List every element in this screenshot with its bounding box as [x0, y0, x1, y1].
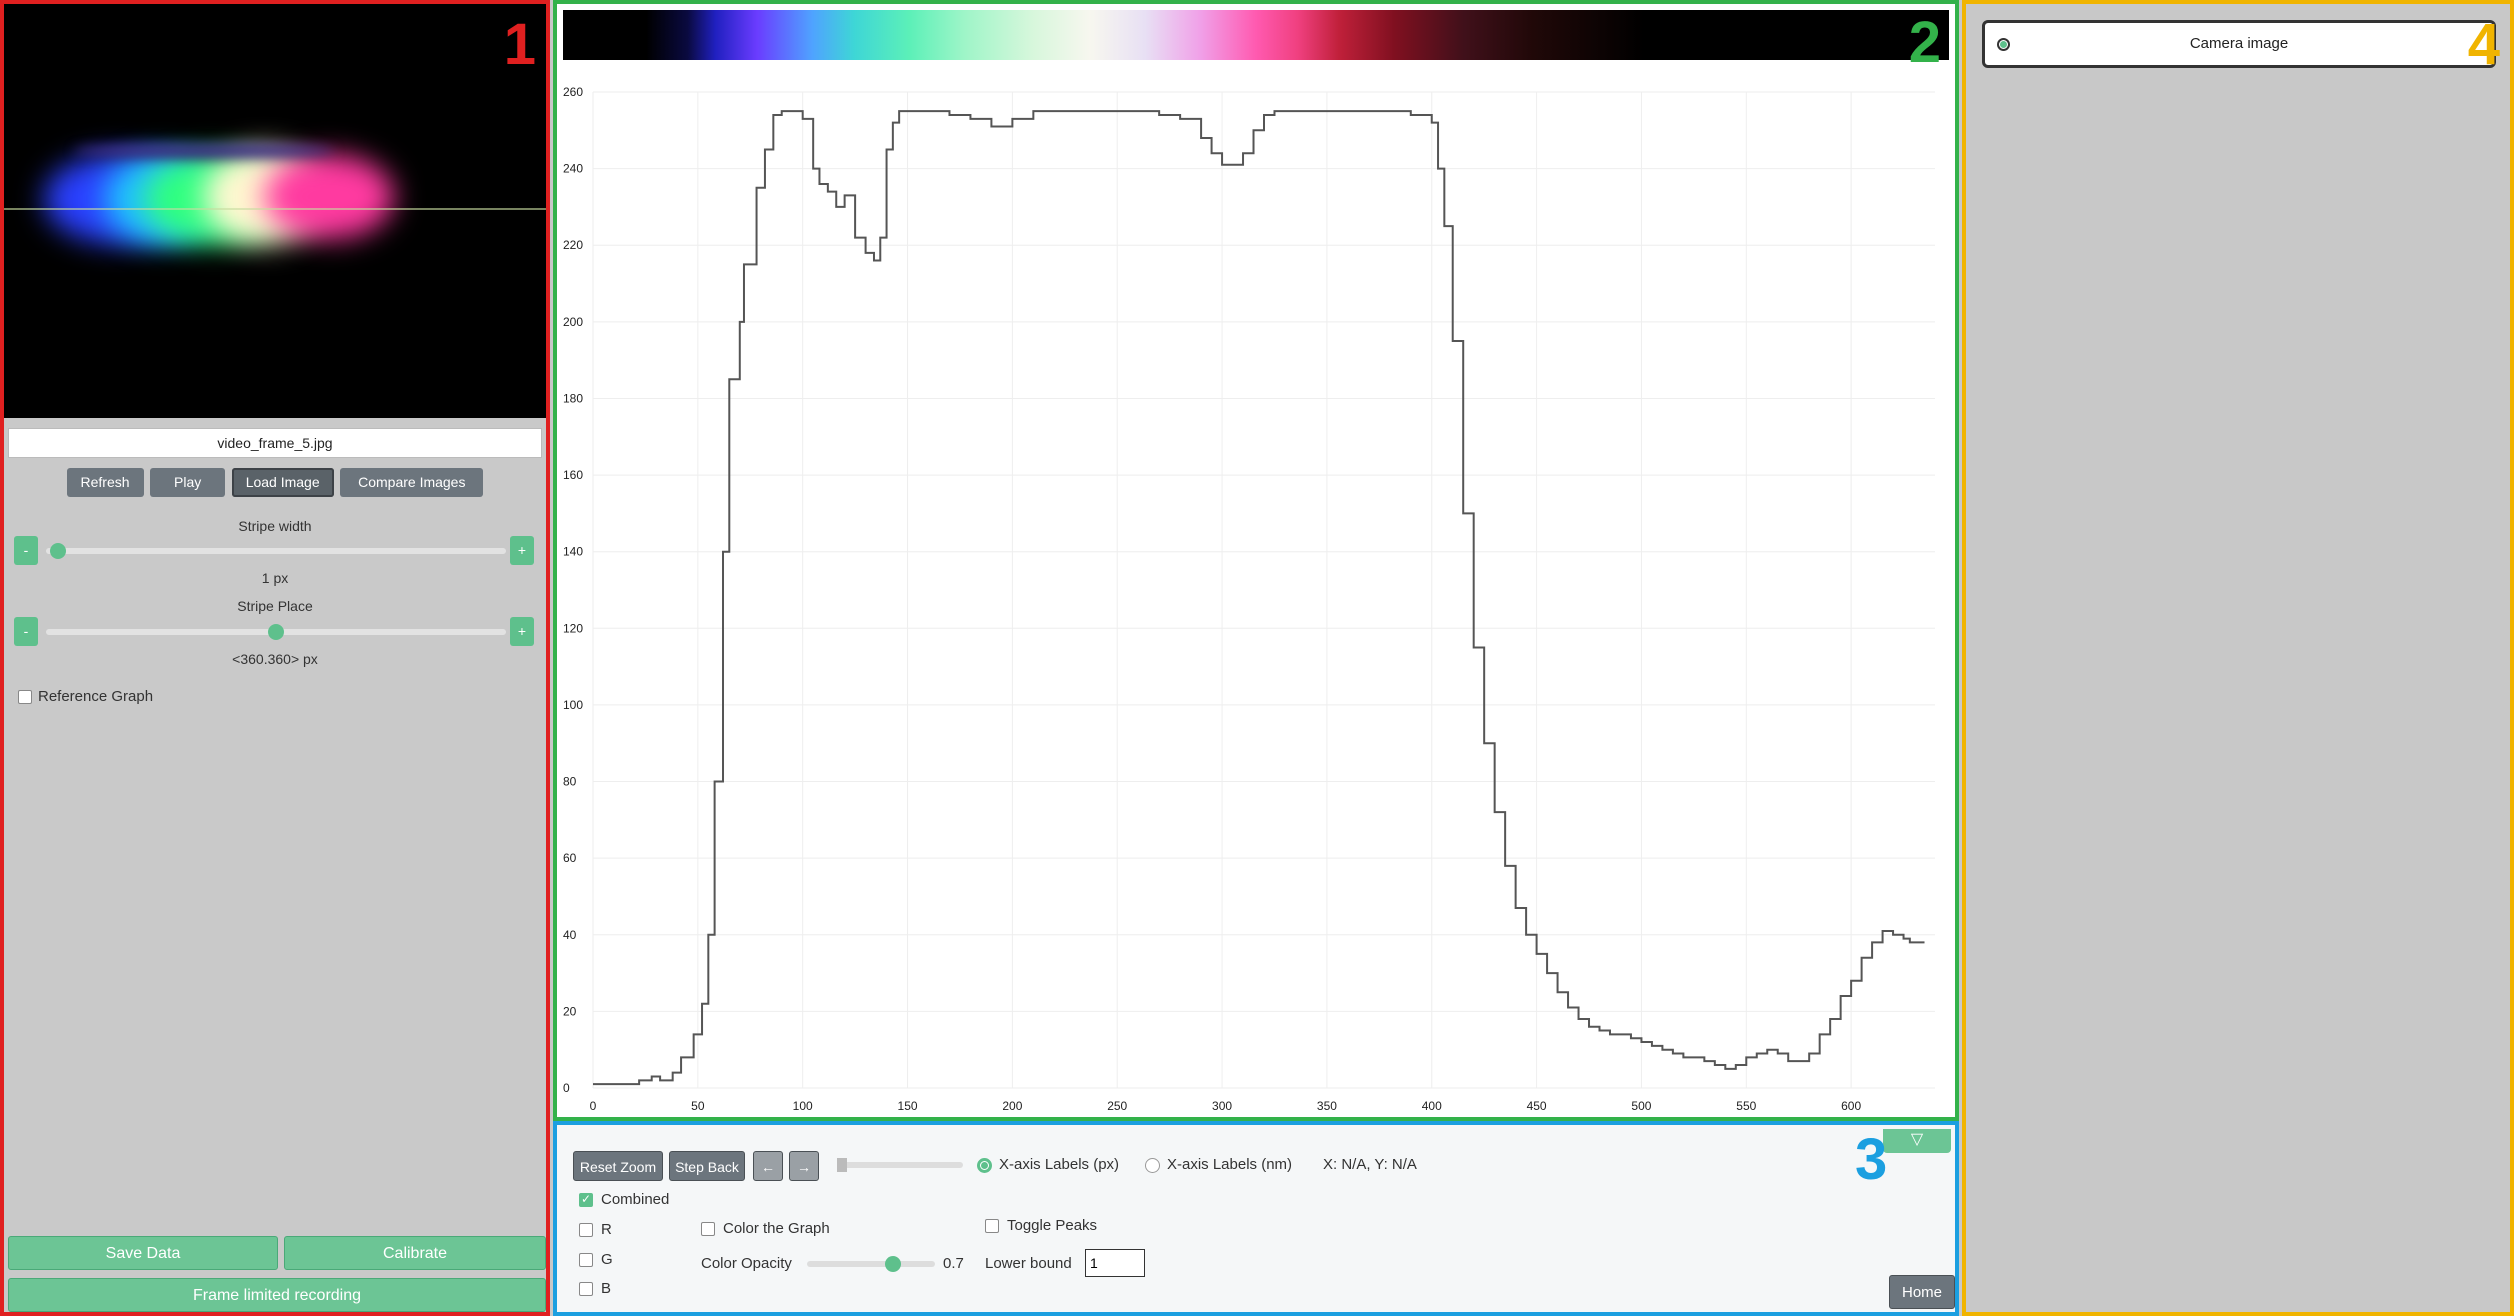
filename-field: video_frame_5.jpg: [8, 428, 542, 458]
panel-number-4: 4: [2467, 12, 2500, 77]
stripe-place-slider-handle[interactable]: [268, 624, 284, 640]
stripe-place-minus-button[interactable]: -: [14, 617, 38, 646]
y-tick-label: 260: [563, 85, 583, 99]
x-tick-label: 100: [793, 1099, 813, 1113]
camera-image-toggle[interactable]: Camera image: [1982, 20, 2496, 68]
x-tick-label: 250: [1107, 1099, 1127, 1113]
x-tick-label: 450: [1527, 1099, 1547, 1113]
panel-number-2: 2: [1908, 10, 1941, 75]
stripe-line: [4, 208, 546, 210]
y-tick-label: 140: [563, 545, 583, 559]
panel-number-1: 1: [503, 12, 536, 77]
controls-panel: Reset Zoom Step Back ← → X-axis Labels (…: [553, 1121, 1959, 1316]
x-tick-label: 200: [1002, 1099, 1022, 1113]
y-tick-label: 160: [563, 468, 583, 482]
lower-bound-input[interactable]: 1: [1085, 1249, 1145, 1277]
camera-image-label: Camera image: [2189, 35, 2289, 52]
reference-graph-checkbox[interactable]: [18, 690, 32, 704]
b-label: B: [601, 1280, 612, 1297]
r-label: R: [601, 1221, 612, 1238]
y-axis-ticks: 0 20 40 60 80 100 120 140 160 180 200 220 240 260: [563, 85, 583, 1095]
x-tick-label: 150: [898, 1099, 918, 1113]
play-button[interactable]: Play: [150, 468, 226, 497]
stripe-place-label: Stripe Place: [237, 598, 313, 614]
home-button[interactable]: Home: [1889, 1275, 1955, 1309]
y-tick-label: 100: [563, 698, 583, 712]
color-the-graph-label: Color the Graph: [723, 1220, 830, 1237]
y-tick-label: 0: [563, 1081, 570, 1095]
stripe-width-label: Stripe width: [238, 518, 312, 534]
toggle-peaks-checkbox[interactable]: [985, 1219, 999, 1233]
load-image-button[interactable]: Load Image: [231, 468, 334, 497]
reset-zoom-button[interactable]: Reset Zoom: [573, 1151, 663, 1181]
compare-images-button[interactable]: Compare Images: [340, 468, 484, 497]
combined-label: Combined: [601, 1191, 670, 1208]
stripe-width-slider-handle[interactable]: [50, 543, 67, 559]
refresh-button[interactable]: Refresh: [66, 468, 144, 497]
camera-image-radio[interactable]: [1997, 38, 2010, 51]
lower-bound-label: Lower bound: [985, 1255, 1072, 1272]
stripe-place-value: <360.360> px: [232, 651, 318, 667]
stripe-width-plus-button[interactable]: +: [510, 536, 534, 565]
stripe-width-value: 1 px: [261, 570, 289, 586]
arrow-left-button[interactable]: ←: [753, 1151, 783, 1181]
step-back-button[interactable]: Step Back: [669, 1151, 745, 1181]
y-tick-label: 120: [563, 621, 583, 635]
series-line: [593, 110, 1925, 1086]
stripe-width-slider[interactable]: [46, 548, 506, 554]
x-tick-label: 400: [1422, 1099, 1442, 1113]
xaxis-nm-radio[interactable]: [1145, 1158, 1160, 1173]
panel-number-3: 3: [1855, 1127, 1888, 1192]
graph-panel: 0 20 40 60 80 100 120 140 160 180 200 220 240 260 0 50…: [553, 0, 1959, 1121]
arrow-right-button[interactable]: →: [789, 1151, 819, 1181]
xaxis-px-label: X-axis Labels (px): [999, 1156, 1120, 1173]
color-opacity-slider[interactable]: [807, 1261, 935, 1267]
chart-grid: [592, 91, 1935, 1089]
step-slider[interactable]: [837, 1162, 963, 1168]
x-tick-label: 50: [691, 1099, 705, 1113]
xaxis-px-radio[interactable]: [977, 1158, 992, 1173]
xaxis-nm-label: X-axis Labels (nm): [1167, 1156, 1293, 1173]
color-the-graph-checkbox[interactable]: [701, 1222, 715, 1236]
g-label: G: [601, 1251, 613, 1268]
camera-preview: [4, 4, 546, 418]
calibrate-button[interactable]: Calibrate: [284, 1236, 546, 1270]
stripe-place-plus-button[interactable]: +: [510, 617, 534, 646]
save-data-button[interactable]: Save Data: [8, 1236, 278, 1270]
chevron-down-icon: ▽: [1910, 1131, 1924, 1148]
color-opacity-value: 0.7: [943, 1255, 964, 1272]
spectrum-color-bar: [563, 10, 1949, 60]
collapse-toggle-button[interactable]: ▽: [1883, 1129, 1951, 1153]
stripe-width-minus-button[interactable]: -: [14, 536, 38, 565]
combined-checkbox[interactable]: [579, 1192, 593, 1207]
y-tick-label: 20: [563, 1004, 577, 1018]
color-opacity-slider-handle[interactable]: [885, 1256, 902, 1272]
x-tick-label: 300: [1212, 1099, 1232, 1113]
reference-graph-label: Reference Graph: [38, 688, 154, 705]
y-tick-label: 200: [563, 315, 583, 329]
toggle-peaks-label: Toggle Peaks: [1007, 1217, 1098, 1234]
y-tick-label: 60: [563, 851, 577, 865]
x-tick-label: 600: [1841, 1099, 1861, 1113]
x-axis-ticks: 0 50 100 150 200 250 300 350 400 450 500 550 600: [590, 1099, 1862, 1113]
spectrum-chart[interactable]: 0 20 40 60 80 100 120 140 160 180 200 220 240 260 0 50…: [557, 64, 1955, 1117]
x-tick-label: 0: [590, 1099, 597, 1113]
y-tick-label: 40: [563, 928, 577, 942]
frame-limited-recording-button[interactable]: Frame limited recording: [8, 1278, 546, 1312]
color-opacity-label: Color Opacity: [701, 1255, 792, 1272]
y-tick-label: 220: [563, 238, 583, 252]
y-tick-label: 240: [563, 162, 583, 176]
right-panel: Camera image 4: [1962, 0, 2514, 1316]
b-checkbox[interactable]: [579, 1282, 593, 1296]
x-tick-label: 500: [1631, 1099, 1651, 1113]
r-checkbox[interactable]: [579, 1223, 593, 1237]
x-tick-label: 350: [1317, 1099, 1337, 1113]
g-checkbox[interactable]: [579, 1253, 593, 1267]
step-slider-handle[interactable]: [837, 1158, 847, 1172]
cursor-coords: X: N/A, Y: N/A: [1323, 1156, 1417, 1173]
y-tick-label: 180: [563, 391, 583, 405]
left-panel: video_frame_5.jpg Refresh Play Load Imag…: [0, 0, 550, 1316]
y-tick-label: 80: [563, 775, 577, 789]
x-tick-label: 550: [1736, 1099, 1756, 1113]
